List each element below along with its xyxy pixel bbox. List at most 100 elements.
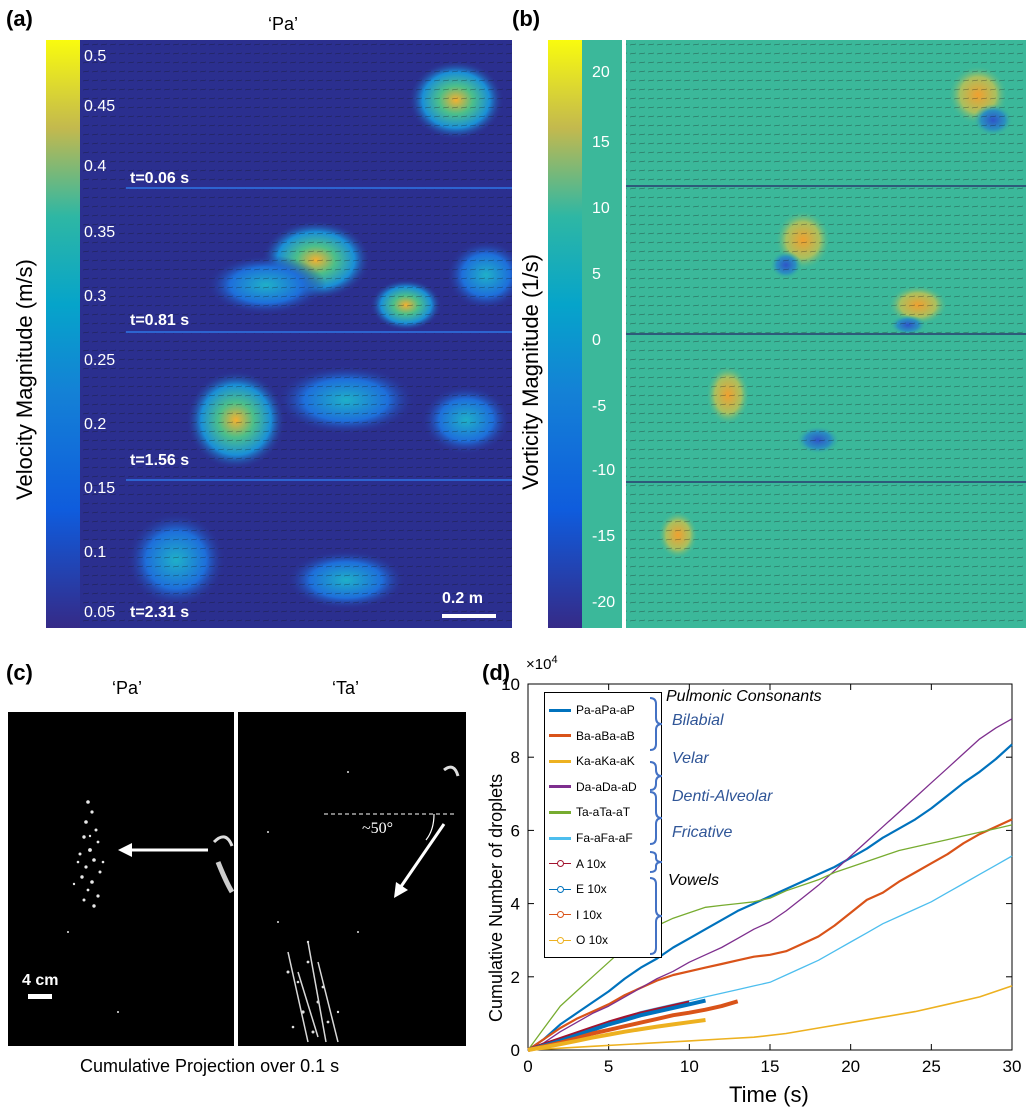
x-tick-label: 30 — [1003, 1057, 1022, 1076]
legend-swatch — [549, 785, 571, 789]
time-label: t=1.56 s — [130, 452, 190, 469]
panel-a-letter: (a) — [6, 6, 33, 31]
velocity-tick: 0.15 — [84, 480, 116, 497]
panel-d-letter: (d) — [482, 660, 511, 685]
velocity-tick: 0.05 — [84, 604, 116, 621]
time-label: t=2.31 s — [130, 604, 190, 621]
panel-c-scale-bar — [28, 994, 52, 999]
annotation-header: Pulmonic Consonants — [666, 688, 822, 705]
time-label: t=0.06 s — [130, 170, 190, 187]
velocity-tick: 0.3 — [84, 288, 107, 305]
legend-label: I 10x — [576, 907, 603, 922]
legend-label: Da-aDa-aD — [576, 779, 637, 794]
velocity-tick: 0.4 — [84, 158, 107, 175]
legend-swatch — [549, 936, 571, 944]
vorticity-field-panel — [548, 40, 1026, 628]
panel-c-scale-label: 4 cm — [22, 972, 59, 989]
x-tick-label: 0 — [523, 1057, 532, 1076]
y-tick-label: 8 — [511, 748, 520, 767]
vorticity-tick: 5 — [592, 266, 601, 283]
panel-c-caption: Cumulative Projection over 0.1 s — [80, 1056, 340, 1076]
legend-swatch — [549, 911, 571, 919]
y-tick-label: 0 — [511, 1041, 520, 1060]
panel-a-colorbar-label: Velocity Magnitude (m/s) — [12, 259, 37, 500]
group-velar: Velar — [672, 750, 709, 767]
legend-swatch — [549, 885, 571, 893]
velocity-tick: 0.1 — [84, 544, 107, 561]
vorticity-tick: -15 — [592, 528, 616, 545]
legend-item: O 10x — [549, 931, 608, 949]
vorticity-tick: 20 — [592, 64, 610, 81]
legend-label: Pa-aPa-aP — [576, 703, 635, 717]
x-tick-label: 5 — [604, 1057, 613, 1076]
legend-item: Ta-aTa-aT — [549, 803, 630, 821]
y-tick-label: 10 — [501, 675, 520, 694]
panel-b-colorbar-label: Vorticity Magnitude (1/s) — [518, 254, 543, 490]
panel-c-letter: (c) — [6, 660, 33, 685]
legend-item: Ba-aBa-aB — [549, 727, 635, 745]
series-line-Ka-aKa-aK — [527, 985, 1013, 1051]
series-line-O-10x — [527, 1018, 706, 1052]
velocity-tick: 0.25 — [84, 352, 116, 369]
panel-c-left-title: ‘Pa’ — [112, 678, 143, 698]
legend-label: Ba-aBa-aB — [576, 728, 635, 743]
time-label: t=0.81 s — [130, 312, 190, 329]
velocity-tick: 0.45 — [84, 98, 116, 115]
series-line-Pa-aPa-aP — [527, 743, 1013, 1051]
vorticity-tick: -10 — [592, 462, 616, 479]
legend-item: Ka-aKa-aK — [549, 752, 635, 770]
legend-label: E 10x — [576, 882, 607, 897]
vorticity-tick: 15 — [592, 134, 610, 151]
legend-label: Fa-aFa-aF — [576, 831, 633, 845]
droplet-projection-images — [8, 712, 466, 1046]
legend-label: Ta-aTa-aT — [576, 805, 631, 820]
vorticity-tick: -20 — [592, 594, 616, 611]
group-fricative: Fricative — [672, 824, 733, 841]
vorticity-tick: -5 — [592, 398, 607, 415]
x-tick-label: 20 — [841, 1057, 860, 1076]
legend-swatch — [549, 860, 571, 868]
series-line-Ta-aTa-aT — [527, 824, 1013, 1051]
vorticity-tick: 10 — [592, 200, 610, 217]
velocity-tick: 0.5 — [84, 48, 107, 65]
legend-item: A 10x — [549, 855, 606, 873]
legend-item: I 10x — [549, 906, 602, 924]
legend-brackets — [649, 697, 663, 955]
group-bilabial: Bilabial — [672, 712, 724, 729]
legend-swatch — [549, 708, 571, 712]
legend-item: E 10x — [549, 880, 607, 898]
legend-label: O 10x — [576, 933, 609, 948]
vorticity-tick: 0 — [592, 332, 601, 349]
legend-label: Ka-aKa-aK — [576, 754, 635, 769]
x-tick-label: 10 — [680, 1057, 699, 1076]
angle-label: ~50° — [362, 820, 394, 837]
legend-item: Da-aDa-aD — [549, 778, 637, 796]
series-line-Ba-aBa-aB — [527, 818, 1013, 1051]
panel-b-letter: (b) — [512, 6, 541, 31]
pa-droplet-cloud — [67, 800, 119, 1013]
legend-item: Pa-aPa-aP — [549, 701, 635, 719]
velocity-tick: 0.35 — [84, 224, 116, 241]
ta-droplet-cloud — [267, 771, 359, 1034]
x-tick-label: 25 — [922, 1057, 941, 1076]
y-tick-label: 6 — [511, 821, 520, 840]
chart-legend: Pa-aPa-aP Ba-aBa-aB Ka-aKa-aK Da-aDa-aD Ta-a… — [544, 692, 662, 958]
legend-swatch — [549, 734, 571, 738]
panel-a-scale-label: 0.2 m — [442, 590, 483, 607]
velocity-tick: 0.2 — [84, 416, 107, 433]
legend-item: Fa-aFa-aF — [549, 829, 633, 847]
legend-swatch — [549, 810, 571, 814]
velocity-field-panel — [46, 40, 512, 628]
panel-c-right-title: ‘Ta’ — [332, 678, 360, 698]
legend-swatch — [549, 759, 571, 763]
group-denti-alveolar: Denti-Alveolar — [672, 788, 773, 805]
x-tick-label: 15 — [761, 1057, 780, 1076]
legend-label: A 10x — [576, 856, 607, 871]
group-vowels: Vowels — [668, 872, 719, 889]
y-exponent: ×104 — [526, 654, 558, 673]
y-tick-label: 4 — [511, 895, 520, 914]
legend-swatch — [549, 836, 571, 840]
velocity-colorbar — [46, 40, 80, 628]
series-line-Da-aDa-aD — [527, 718, 1013, 1051]
panel-a-title: ‘Pa’ — [268, 14, 299, 34]
